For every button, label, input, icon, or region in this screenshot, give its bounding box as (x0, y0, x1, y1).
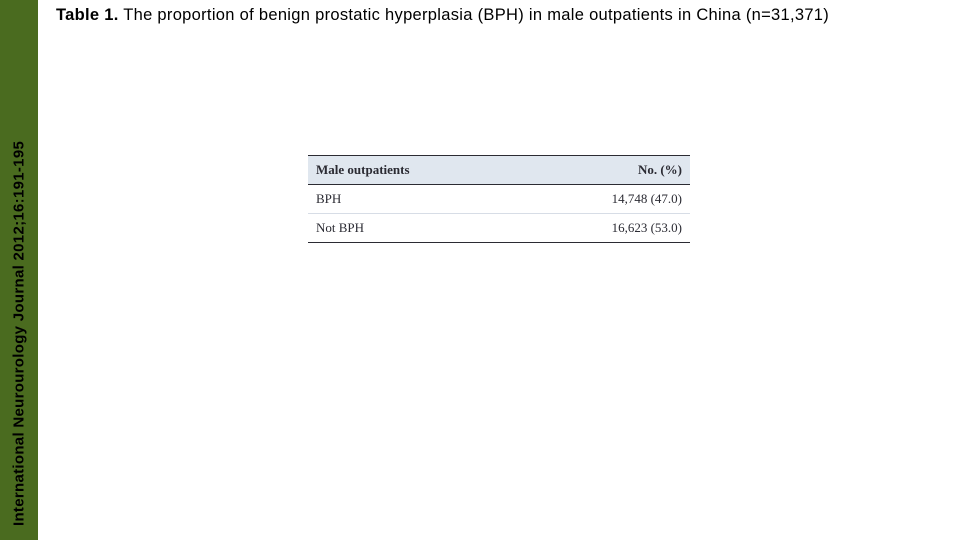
table-cell-value: 16,623 (53.0) (522, 214, 690, 243)
table-cell-value: 14,748 (47.0) (522, 185, 690, 214)
table-cell-label: Not BPH (308, 214, 522, 243)
table-header-row: Male outpatients No. (%) (308, 156, 690, 185)
table-row: Not BPH 16,623 (53.0) (308, 214, 690, 243)
table-caption-text: The proportion of benign prostatic hyper… (123, 6, 829, 24)
table-caption: Table 1. The proportion of benign prosta… (56, 6, 942, 25)
table-header-cell: Male outpatients (308, 156, 522, 185)
content-area: Table 1. The proportion of benign prosta… (38, 0, 960, 243)
table-label: Table 1. (56, 6, 119, 24)
data-table-wrap: Male outpatients No. (%) BPH 14,748 (47.… (308, 155, 690, 243)
table-header-cell: No. (%) (522, 156, 690, 185)
data-table: Male outpatients No. (%) BPH 14,748 (47.… (308, 155, 690, 243)
journal-sidebar: International Neurourology Journal 2012;… (0, 0, 38, 540)
table-row: BPH 14,748 (47.0) (308, 185, 690, 214)
table-cell-label: BPH (308, 185, 522, 214)
journal-citation: International Neurourology Journal 2012;… (11, 141, 28, 526)
